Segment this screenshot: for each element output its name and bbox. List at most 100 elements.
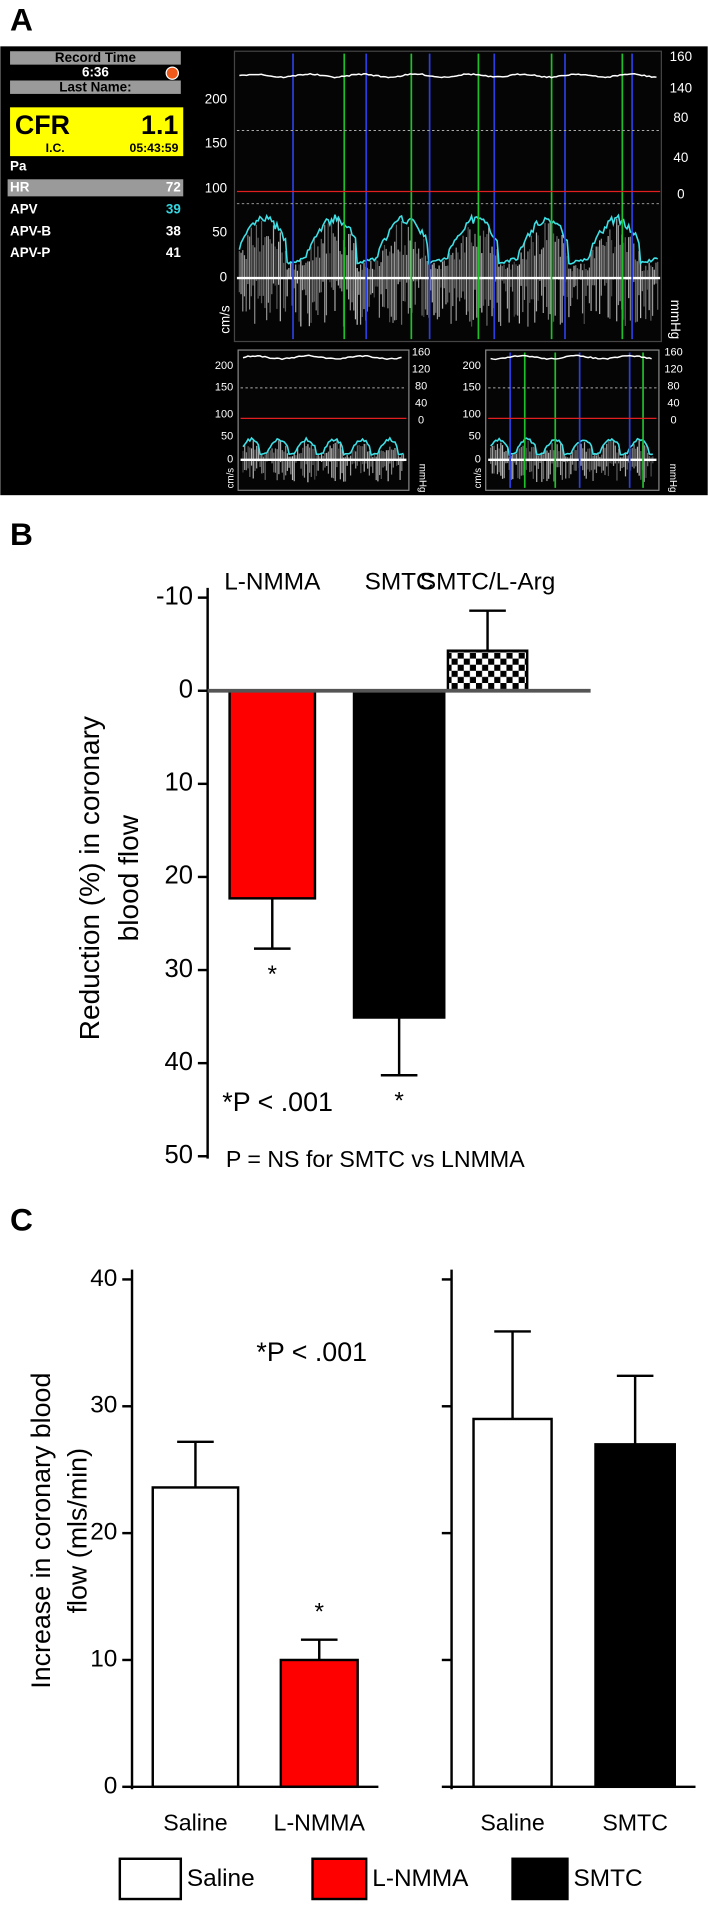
record-indicator (165, 66, 179, 80)
bar (352, 689, 446, 1019)
trace-tick-label: 100 (205, 181, 227, 196)
trace-tick-label: 80 (415, 381, 427, 393)
category-label: L-NMMA (224, 568, 321, 595)
trace-tick-label: 150 (215, 382, 233, 394)
y-tick-label: 10 (165, 769, 194, 797)
y-tick-label: 20 (165, 862, 194, 890)
bar (472, 1417, 553, 1789)
trace-tick-label: 100 (463, 409, 481, 421)
legend-label: SMTC (574, 1865, 643, 1892)
y-tick-label: 40 (90, 1265, 117, 1292)
monitor-screenshot: Record Time 6:36 Last Name: CFR 1.1 I.C.… (0, 46, 708, 496)
bar (594, 1443, 676, 1789)
trace-tick-label: 200 (215, 360, 233, 372)
category-label: SMTC (602, 1810, 668, 1836)
readout-bar (7, 179, 184, 197)
trace-tick-label: 80 (667, 381, 679, 393)
y-tick-label: 10 (90, 1645, 117, 1672)
pressure-trace (239, 72, 657, 79)
readout-value: 72 (166, 179, 181, 194)
y-tick-label: 50 (165, 1141, 194, 1169)
pressure-unit: mmHg (417, 464, 428, 493)
clock: 05:43:59 (130, 141, 179, 155)
pressure-unit: mmHg (668, 300, 683, 339)
inset-trace (237, 349, 410, 491)
record-time-bar (10, 51, 181, 65)
category-label: SMTC (365, 568, 434, 595)
last-name-bar (10, 80, 181, 94)
trace-tick-label: 200 (463, 360, 481, 372)
trace-tick-label: 0 (220, 270, 227, 285)
trace-tick-label: 0 (418, 415, 424, 427)
pressure-unit: mmHg (667, 464, 678, 493)
significance-marker: * (314, 1598, 324, 1625)
readout-value: 38 (166, 223, 181, 238)
trace-tick-label: 0 (670, 415, 676, 427)
readout-label: APV (10, 201, 38, 216)
cfr-value: 1.1 (141, 110, 178, 140)
doppler-trace (240, 354, 407, 483)
doppler-trace (488, 352, 657, 488)
readout-label: HR (10, 179, 30, 194)
readout-label: APV-B (10, 223, 51, 238)
bar-chart: 0 10 20 30 40 Saline * L-NMMA Increase in corona… (26, 1265, 379, 1836)
y-tick-label: 40 (165, 1048, 194, 1076)
bar (151, 1486, 240, 1789)
trace-tick-label: 50 (212, 225, 227, 240)
trace-tick-label: 150 (463, 382, 481, 394)
significance-marker: * (268, 961, 278, 988)
panel-label: B (10, 516, 33, 552)
velocity-unit: cm/s (217, 305, 232, 334)
trace-tick-label: 40 (415, 398, 427, 410)
category-label: L-NMMA (274, 1810, 366, 1836)
legend-label: Saline (187, 1865, 255, 1892)
trace-tick-label: 0 (227, 454, 233, 466)
pressure-trace (242, 354, 402, 361)
category-label: Saline (163, 1810, 227, 1836)
trace-tick-label: 120 (412, 363, 430, 375)
trace-tick-label: 50 (469, 431, 481, 443)
trace-tick-label: 140 (670, 81, 692, 96)
record-time-label: Record Time (55, 50, 136, 65)
category-label: Saline (480, 1810, 544, 1836)
y-axis-label: flow (mls/min) (63, 1448, 93, 1613)
y-tick-label: 0 (179, 676, 193, 704)
velocity-envelope (242, 436, 404, 457)
legend-swatch (118, 1857, 183, 1901)
pressure-trace (490, 354, 652, 361)
y-axis-label: Increase in coronary blood (26, 1373, 56, 1689)
y-tick-label: 30 (90, 1392, 117, 1419)
bar-chart: Saline SMTC (441, 1269, 696, 1836)
trace-tick-label: 0 (475, 454, 481, 466)
legend-label: L-NMMA (372, 1865, 469, 1892)
velocity-unit: cm/s (225, 468, 236, 489)
pa-label: Pa (10, 159, 27, 174)
category-label: SMTC/L-Arg (420, 568, 555, 595)
annotation: *P < .001 (256, 1337, 367, 1367)
y-tick-label: 0 (104, 1772, 118, 1799)
trace-tick-label: 150 (205, 135, 227, 150)
y-tick-label: -10 (156, 582, 193, 610)
legend-swatch (511, 1857, 569, 1901)
trace-tick-label: 0 (677, 187, 684, 202)
trace-tick-label: 120 (664, 363, 682, 375)
ic-label: I.C. (46, 141, 65, 155)
legend-swatch (311, 1857, 368, 1901)
last-name-label: Last Name: (59, 79, 131, 94)
y-tick-label: 30 (165, 955, 194, 983)
doppler-trace (236, 53, 661, 340)
trace-tick-label: 80 (673, 110, 688, 125)
bar (228, 689, 317, 900)
trace-tick-label: 40 (667, 398, 679, 410)
panel-label: C (10, 1201, 33, 1237)
trace-tick-label: 160 (670, 49, 692, 64)
y-tick-label: 20 (90, 1519, 117, 1546)
trace-tick-label: 50 (221, 431, 233, 443)
record-time: 6:36 (82, 65, 109, 80)
readout-value: 41 (166, 245, 181, 260)
y-axis-label: blood flow (113, 814, 144, 941)
velocity-unit: cm/s (473, 468, 484, 489)
trace-tick-label: 200 (205, 92, 227, 107)
annotation: *P < .001 (222, 1087, 333, 1117)
